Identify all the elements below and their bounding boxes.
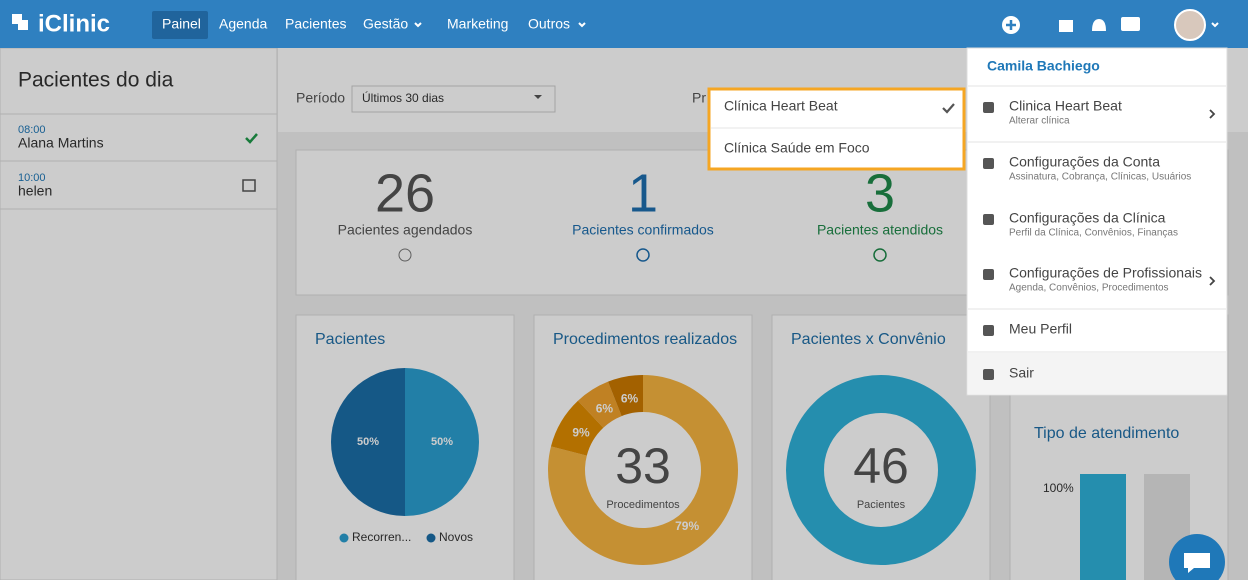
appointment-time: 10:00 [18, 172, 46, 184]
chevron [1209, 276, 1216, 286]
appointment-name: helen [18, 183, 52, 199]
stat-value: 26 [375, 163, 435, 223]
check-icon [245, 133, 258, 144]
slice-label: 6% [621, 391, 639, 405]
nav-item[interactable]: Painel [162, 16, 201, 32]
slice [608, 375, 643, 417]
avatar[interactable] [1174, 9, 1206, 41]
bar [1080, 474, 1126, 580]
chat-icon [1184, 553, 1210, 573]
slice-label: 79% [675, 519, 699, 533]
clinic-option[interactable]: Clínica Heart Beat [724, 98, 838, 114]
check-circle-icon [873, 248, 887, 262]
menu-subtitle: Assinatura, Cobrança, Clínicas, Usuários [1009, 172, 1191, 183]
nav-item[interactable]: Marketing [447, 16, 508, 32]
check-icon [942, 103, 955, 114]
calendar-icon [398, 248, 412, 262]
select-caret [534, 95, 542, 99]
donut-caption: Pacientes [857, 499, 906, 511]
card-title: Pacientes x Convênio [791, 331, 946, 348]
menu-subtitle: Perfil da Clínica, Convênios, Finanças [1009, 228, 1178, 239]
menu-icon [983, 102, 994, 113]
donut-total: 33 [615, 438, 671, 494]
navbar: iClinic Painel Agenda Pacientes Gestão Marke… [0, 0, 1248, 48]
menu-item[interactable]: Sair [1009, 365, 1034, 381]
legend-label: Novos [439, 530, 473, 544]
menu-item[interactable]: Configurações da Conta [1009, 154, 1160, 170]
nav-caret [414, 22, 422, 28]
menu-icon [983, 369, 994, 380]
sidebar [0, 47, 278, 580]
logo[interactable]: iClinic [38, 10, 110, 37]
filter-label: Período [296, 90, 345, 106]
user-name: Camila Bachiego [987, 58, 1100, 74]
slice-label: 50% [357, 436, 379, 448]
add-plus [1006, 20, 1016, 30]
check-circle-icon [636, 248, 650, 262]
slice-label: 9% [572, 426, 590, 440]
clinic-dropdown [707, 87, 966, 171]
slice [577, 381, 622, 428]
menu-item[interactable]: Configurações de Profissionais [1009, 265, 1202, 281]
slice [405, 368, 479, 516]
appointment-time: 08:00 [18, 124, 46, 136]
user-menu [966, 47, 1228, 396]
stat-label: Pacientes atendidos [817, 222, 943, 238]
nav-caret [578, 22, 586, 28]
slice [548, 375, 739, 566]
insurance-ring [786, 375, 976, 565]
appointment-name: Alana Martins [18, 135, 104, 151]
stat-value: 3 [865, 163, 895, 223]
menu-item[interactable]: Clinica Heart Beat [1009, 98, 1122, 114]
nav-item[interactable]: Agenda [219, 16, 267, 32]
menu-item[interactable]: Configurações da Clínica [1009, 210, 1166, 226]
menu-subtitle: Agenda, Convênios, Procedimentos [1009, 283, 1169, 294]
stat-label: Pacientes agendados [338, 222, 473, 238]
logo-icon [12, 14, 28, 30]
bell-icon[interactable] [1092, 19, 1106, 31]
card-title: Procedimentos realizados [553, 331, 737, 348]
donut-total: 46 [853, 438, 909, 494]
legend-dot [339, 533, 349, 543]
message-icon[interactable] [1121, 17, 1140, 31]
menu-icon [983, 214, 994, 225]
menu-icon [983, 158, 994, 169]
donut-caption: Procedimentos [606, 499, 680, 511]
calendar-icon [242, 179, 256, 192]
clinic-option[interactable]: Clínica Saúde em Foco [724, 140, 870, 156]
period-select[interactable] [351, 85, 556, 113]
card-title: Tipo de atendimento [1034, 425, 1179, 442]
card-title: Pacientes [315, 331, 385, 348]
legend-label: Recorren... [352, 530, 411, 544]
chevron [1209, 109, 1216, 119]
menu-icon [983, 269, 994, 280]
sidebar-title: Pacientes do dia [18, 69, 174, 92]
nav-item[interactable]: Outros [528, 16, 570, 32]
select-value: Últimos 30 dias [362, 90, 444, 105]
filter-label: Pr [692, 90, 706, 106]
menu-hover [968, 353, 1226, 394]
menu-icon [983, 325, 994, 336]
nav-item[interactable]: Pacientes [285, 16, 346, 32]
slice [331, 368, 405, 516]
slice-label: 50% [431, 436, 453, 448]
legend-dot [426, 533, 436, 543]
gift-icon[interactable] [1059, 20, 1073, 32]
menus: Clínica Heart Beat Clínica Saúde em Foco C… [707, 47, 1228, 396]
avatar-caret [1211, 22, 1219, 28]
slice-label: 6% [596, 401, 614, 415]
menu-subtitle: Alterar clínica [1009, 116, 1070, 127]
menu-item[interactable]: Meu Perfil [1009, 321, 1072, 337]
nav-item[interactable]: Gestão [363, 16, 408, 32]
stat-label: Pacientes confirmados [572, 222, 714, 238]
active-tab [152, 11, 208, 39]
slice [550, 400, 604, 456]
axis-tick-label: 100% [1043, 481, 1074, 495]
stat-value: 1 [628, 163, 658, 223]
